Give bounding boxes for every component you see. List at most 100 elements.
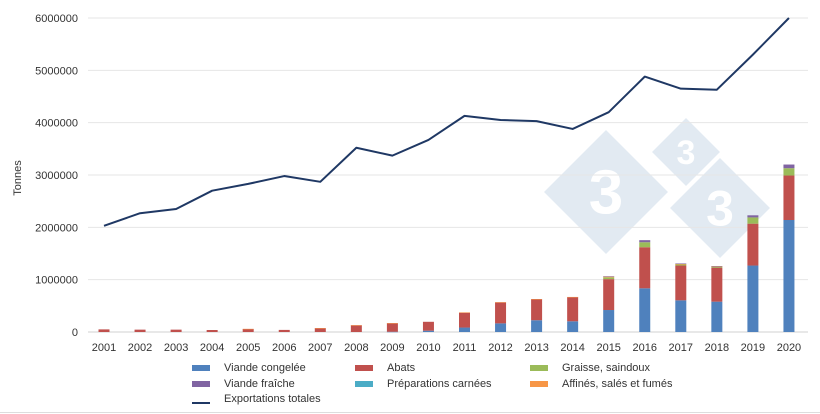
- watermark-logo: 333: [544, 118, 770, 258]
- bar-affin-s-sal-s-et-fum-s-2013: [531, 299, 543, 300]
- legend-item-preparations: Préparations carnées: [355, 378, 492, 390]
- bar-viande-congel-e-2011: [459, 327, 470, 332]
- gridlines: [88, 17, 808, 333]
- legend-label: Graisse, saindoux: [562, 362, 651, 374]
- legend-line: [192, 402, 210, 404]
- bar-affin-s-sal-s-et-fum-s-2008: [350, 325, 362, 326]
- x-tick-label: 2003: [164, 342, 188, 354]
- bar-viande-congel-e-2017: [675, 300, 687, 332]
- divider: [0, 412, 820, 413]
- bar-affin-s-sal-s-et-fum-s-2017: [675, 263, 687, 265]
- bar-abats-2008: [350, 325, 362, 332]
- x-tick-label: 2020: [777, 342, 801, 354]
- bar-abats-2010: [422, 321, 434, 331]
- legend-item-affines: Affinés, salés et fumés: [530, 378, 672, 390]
- bar-abats-2012: [495, 302, 507, 324]
- bar-abats-2009: [386, 323, 398, 332]
- bar-viande-fra-che-2016: [639, 240, 651, 243]
- legend-label: Préparations carnées: [387, 378, 492, 390]
- bar-graisse-saindoux-2016: [639, 242, 651, 248]
- legend-label: Exportations totales: [224, 393, 321, 405]
- x-tick-label: 2006: [272, 342, 296, 354]
- y-tick-label: 2000000: [35, 222, 78, 234]
- bar-viande-congel-e-2015: [603, 310, 615, 332]
- y-tick-label: 5000000: [35, 65, 78, 77]
- x-tick-label: 2004: [200, 342, 224, 354]
- x-tick-label: 2013: [524, 342, 548, 354]
- bars: [98, 164, 795, 333]
- y-tick-label: 3000000: [35, 170, 78, 182]
- x-tick-label: 2015: [596, 342, 620, 354]
- bar-abats-2004: [206, 330, 218, 332]
- bar-abats-2011: [459, 312, 470, 328]
- bar-abats-2015: [603, 279, 615, 311]
- y-tick-label: 1000000: [35, 275, 78, 287]
- bar-abats-2014: [567, 297, 579, 322]
- legend-swatch: [530, 365, 548, 371]
- bar-graisse-saindoux-2019: [747, 217, 759, 224]
- bar-affin-s-sal-s-et-fum-s-2007: [314, 328, 326, 329]
- legend-swatch: [192, 381, 210, 387]
- legend-swatch: [192, 365, 210, 371]
- legend-item-viande-fraiche: Viande fraîche: [192, 378, 295, 390]
- x-tick-label: 2009: [380, 342, 404, 354]
- x-tick-label: 2007: [308, 342, 332, 354]
- bar-graisse-saindoux-2017: [675, 264, 687, 266]
- bar-abats-2007: [314, 328, 326, 332]
- legend-label: Viande fraîche: [224, 378, 295, 390]
- bar-graisse-saindoux-2020: [783, 168, 795, 176]
- x-tick-label: 2001: [92, 342, 116, 354]
- bar-abats-2003: [170, 329, 182, 332]
- x-tick-label: 2018: [705, 342, 729, 354]
- legend-item-abats: Abats: [355, 362, 415, 374]
- bar-viande-congel-e-2020: [783, 220, 795, 332]
- watermark-diamond: [652, 118, 720, 186]
- bar-abats-2017: [675, 265, 687, 301]
- bar-viande-fra-che-2015: [603, 276, 615, 277]
- bar-abats-2001: [98, 329, 110, 332]
- x-tick-label: 2012: [488, 342, 512, 354]
- y-tick-label: 4000000: [35, 118, 78, 130]
- bar-viande-fra-che-2019: [747, 215, 759, 218]
- x-tick-label: 2017: [669, 342, 693, 354]
- legend-item-graisse: Graisse, saindoux: [530, 362, 650, 374]
- bar-abats-2002: [134, 329, 146, 332]
- watermark-digit: 3: [706, 181, 734, 237]
- x-tick-label: 2008: [344, 342, 368, 354]
- bar-abats-2020: [783, 175, 795, 221]
- line-exportations-totales: [103, 17, 790, 227]
- bar-viande-congel-e-2014: [567, 321, 579, 332]
- bar-abats-2005: [242, 328, 254, 332]
- watermark-digit: 3: [677, 134, 696, 172]
- bar-viande-congel-e-2009: [386, 331, 398, 333]
- watermark-digit: 3: [589, 159, 623, 228]
- x-tick-label: 2016: [633, 342, 657, 354]
- bar-abats-2018: [711, 267, 723, 302]
- x-tick-label: 2019: [741, 342, 765, 354]
- y-axis-ticks: 0 1000000 2000000 3000000 4000000 5000000 6000…: [35, 13, 78, 339]
- x-tick-label: 2005: [236, 342, 260, 354]
- x-tick-label: 2002: [128, 342, 152, 354]
- bar-viande-congel-e-2012: [495, 323, 507, 332]
- bar-abats-2013: [531, 299, 543, 321]
- legend-label: Abats: [387, 362, 416, 374]
- bar-graisse-saindoux-2018: [711, 266, 723, 268]
- bar-viande-congel-e-2010: [422, 330, 434, 332]
- watermark-diamond: [670, 158, 770, 258]
- bar-affin-s-sal-s-et-fum-s-2014: [567, 296, 579, 298]
- bar-viande-congel-e-2013: [531, 320, 543, 332]
- legend-item-exportations: Exportations totales: [192, 393, 321, 405]
- watermark-diamond: [544, 130, 668, 254]
- legend-swatch: [355, 381, 373, 387]
- bar-viande-fra-che-2018: [711, 266, 723, 267]
- legend-swatch: [530, 381, 548, 387]
- bar-affin-s-sal-s-et-fum-s-2005: [242, 328, 254, 330]
- bar-affin-s-sal-s-et-fum-s-2018: [711, 266, 723, 267]
- bar-affin-s-sal-s-et-fum-s-2009: [386, 323, 398, 324]
- y-tick-label: 6000000: [35, 13, 78, 25]
- y-tick-label: 0: [72, 327, 78, 339]
- bar-affin-s-sal-s-et-fum-s-2015: [603, 276, 615, 278]
- line-series: [103, 17, 790, 227]
- bar-viande-congel-e-2019: [747, 265, 759, 332]
